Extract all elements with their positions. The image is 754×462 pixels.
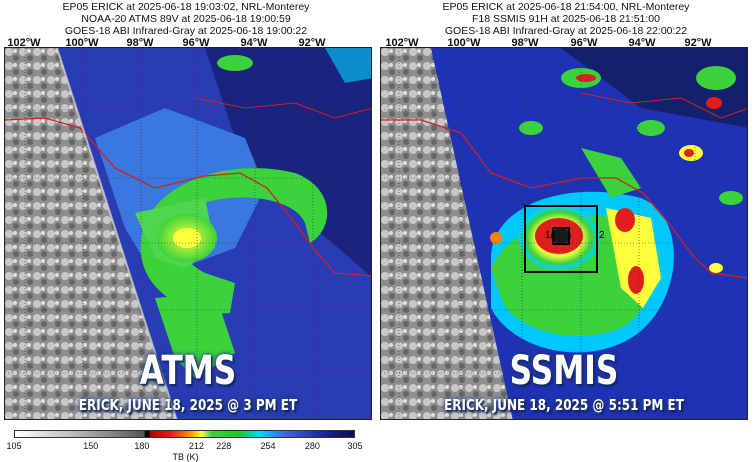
- storm-caption: ERICK, JUNE 18, 2025 @ 5:51 PM ET: [444, 396, 684, 414]
- atms-map: ATMS ERICK, JUNE 18, 2025 @ 3 PM ET: [4, 47, 372, 420]
- longitude-label: 100°W: [65, 37, 99, 49]
- longitude-label: 92°W: [684, 37, 712, 49]
- colorbar-tick-label: 228: [216, 441, 232, 451]
- box-label-2: 2: [599, 230, 605, 241]
- colorbar-tick-label: 254: [260, 441, 276, 451]
- sensor-label: SSMIS: [509, 348, 619, 394]
- panel-header-line-2: NOAA-20 ATMS 89V at 2025-06-18 19:00:59: [81, 13, 291, 25]
- coastline: [5, 117, 371, 277]
- longitude-label: 96°W: [570, 37, 598, 49]
- panel-header-line-2: F18 SSMIS 91H at 2025-06-18 21:51:00: [472, 13, 660, 25]
- longitude-label: 100°W: [447, 37, 481, 49]
- coastline: [381, 119, 747, 279]
- ssmis-map: 1 2 SSMIS ERICK, JUNE 18, 2025 @ 5:51 PM…: [380, 47, 748, 420]
- ssmis-panel: EP05 ERICK at 2025-06-18 21:54:00, NRL-M…: [380, 0, 752, 420]
- colorbar-tick-label: 150: [83, 441, 99, 451]
- colorbar-tick-label: 280: [304, 441, 320, 451]
- colorbar-tick-label: 212: [188, 441, 204, 451]
- longitude-label: 102°W: [385, 37, 419, 49]
- colorbar-title: TB (K): [172, 452, 199, 462]
- longitude-label: 98°W: [511, 37, 539, 49]
- panel-header-line-3: GOES-18 ABI Infrared-Gray at 2025-06-18 …: [64, 25, 308, 37]
- outer-box: [524, 205, 598, 273]
- box-label-1: 1: [545, 230, 551, 241]
- inner-box: [552, 227, 570, 245]
- panel-header-line-3: GOES-18 ABI Infrared-Gray at 2025-06-18 …: [444, 25, 688, 37]
- longitude-label: 98°W: [126, 37, 154, 49]
- panel-header-line-1: EP05 ERICK at 2025-06-18 19:03:02, NRL-M…: [62, 1, 310, 13]
- longitude-label: 96°W: [182, 37, 210, 49]
- colorbar-tick-label: 305: [347, 441, 363, 451]
- colorbar-tick-label: 105: [6, 441, 22, 451]
- panel-header-line-1: EP05 ERICK at 2025-06-18 21:54:00, NRL-M…: [442, 1, 690, 13]
- longitude-label: 92°W: [298, 37, 326, 49]
- colorbar: 105 150 180 212 228 254 280 305 TB (K): [6, 430, 363, 462]
- lat-lon-grid: [381, 48, 747, 419]
- atms-panel: EP05 ERICK at 2025-06-18 19:03:02, NRL-M…: [0, 0, 372, 420]
- sensor-label: ATMS: [139, 348, 237, 394]
- lat-lon-grid: [5, 48, 371, 419]
- longitude-label: 94°W: [628, 37, 656, 49]
- colorbar-tick-label: 180: [134, 441, 150, 451]
- storm-caption: ERICK, JUNE 18, 2025 @ 3 PM ET: [78, 396, 298, 414]
- longitude-label: 102°W: [7, 37, 41, 49]
- longitude-label: 94°W: [240, 37, 268, 49]
- colorbar-gradient: [14, 430, 355, 438]
